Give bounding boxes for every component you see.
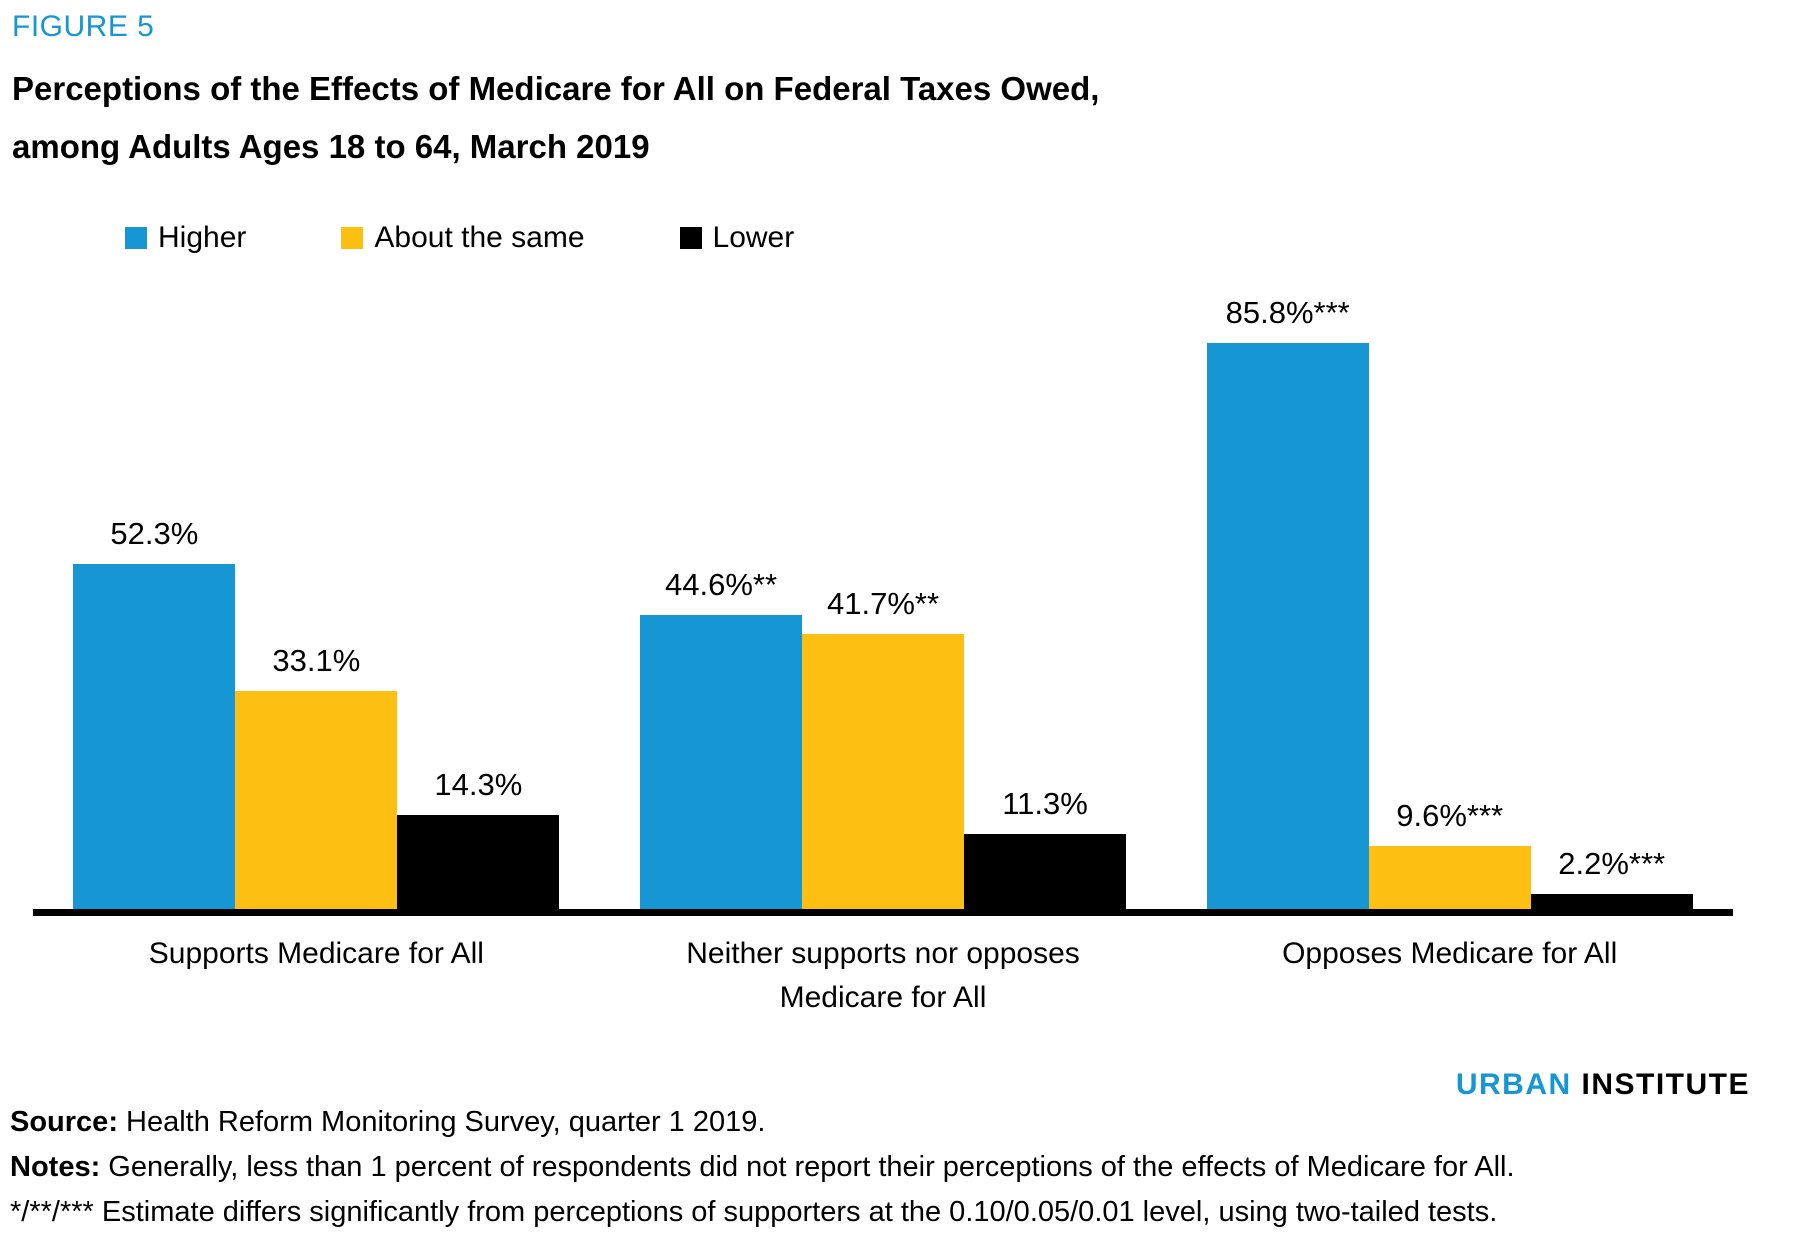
bar-lower-supports-medicare-for-all [397, 815, 560, 909]
logo-word-institute: INSTITUTE [1581, 1068, 1750, 1101]
source-line: Source: Health Reform Monitoring Survey,… [10, 1100, 1790, 1145]
legend-label: Higher [158, 221, 247, 254]
legend-label: Lower [712, 221, 795, 254]
bar-unit-higher-1: 44.6%** [640, 566, 802, 909]
urban-institute-logo: URBAN INSTITUTE [33, 1068, 1750, 1102]
notes-line: Notes: Generally, less than 1 percent of… [10, 1145, 1790, 1190]
bar-about-the-same-neither-supports-nor-opposes [802, 634, 964, 909]
chart-title-line2: among Adults Ages 18 to 64, March 2019 [12, 128, 650, 165]
bar-value-label: 2.2%*** [1558, 846, 1666, 881]
bar-value-label: 11.3% [1002, 786, 1088, 821]
legend-label: About the same [374, 221, 585, 254]
legend-item-lower: Lower [679, 220, 795, 256]
x-axis-labels: Supports Medicare for All Neither support… [33, 932, 1733, 1020]
bar-unit-lower-1: 11.3% [964, 785, 1126, 909]
source-text: Health Reform Monitoring Survey, quarter… [117, 1106, 766, 1138]
bar-unit-lower-2: 2.2%*** [1530, 845, 1693, 909]
legend-item-about-the-same: About the same [341, 220, 585, 256]
source-label: Source: [10, 1106, 118, 1138]
category-label-supports-medicare-for-all: Supports Medicare for All [148, 937, 484, 970]
bar-unit-about-the-same-1: 41.7%** [802, 585, 964, 909]
legend-item-higher: Higher [125, 220, 246, 256]
bar-unit-higher-0: 52.3% [73, 515, 236, 909]
bar-about-the-same-supports-medicare-for-all [235, 691, 398, 909]
bar-unit-about-the-same-2: 9.6%*** [1368, 797, 1531, 909]
bar-value-label: 52.3% [110, 516, 199, 551]
legend-swatch-higher [125, 227, 147, 249]
logo-word-urban: URBAN [1455, 1068, 1572, 1101]
bar-value-label: 33.1% [272, 643, 361, 678]
legend-swatch-lower [679, 227, 702, 249]
bar-group-opposes-medicare-for-all: 85.8%*** 9.6%*** 2.2%*** [1166, 260, 1733, 909]
bar-unit-higher-2: 85.8%*** [1206, 294, 1369, 909]
bar-value-label: 44.6%** [664, 567, 778, 602]
category-label-neither-supports-nor-opposes: Neither supports nor opposes Medicare fo… [686, 937, 1080, 1014]
notes-text: Generally, less than 1 percent of respon… [100, 1151, 1515, 1183]
bar-lower-neither-supports-nor-opposes [964, 834, 1126, 909]
bar-unit-about-the-same-0: 33.1% [235, 642, 398, 909]
chart-title: Perceptions of the Effects of Medicare f… [12, 60, 1800, 176]
plot-area: 52.3% 33.1% 14.3% 44.6%** 41.7%** 11.3% 85.8%*… [33, 260, 1733, 916]
bar-group-neither-supports-nor-opposes: 44.6%** 41.7%** 11.3% [600, 260, 1167, 909]
bar-value-label: 85.8%*** [1225, 295, 1350, 330]
bar-higher-neither-supports-nor-opposes [640, 615, 802, 909]
figure-number-label: FIGURE 5 [12, 10, 155, 43]
chart-title-line1: Perceptions of the Effects of Medicare f… [12, 70, 1100, 107]
significance-line: */**/*** Estimate differs significantly … [10, 1196, 1498, 1228]
bar-unit-lower-0: 14.3% [397, 766, 560, 909]
footer-notes: Source: Health Reform Monitoring Survey,… [10, 1100, 1790, 1235]
bar-value-label: 14.3% [434, 767, 523, 802]
figure-page: FIGURE 5 Perceptions of the Effects of M… [0, 10, 1800, 1228]
bar-group-supports-medicare-for-all: 52.3% 33.1% 14.3% [33, 260, 600, 909]
bar-about-the-same-opposes-medicare-for-all [1368, 846, 1531, 909]
category-label-opposes-medicare-for-all: Opposes Medicare for All [1282, 937, 1618, 970]
bar-higher-opposes-medicare-for-all [1206, 343, 1369, 909]
legend-swatch-about-the-same [341, 227, 364, 249]
bar-higher-supports-medicare-for-all [73, 564, 236, 909]
chart-legend: Higher About the same Lower [125, 220, 1800, 256]
bar-chart: 52.3% 33.1% 14.3% 44.6%** 41.7%** 11.3% 85.8%*… [0, 260, 1800, 1020]
bar-value-label: 9.6%*** [1396, 798, 1504, 833]
notes-label: Notes: [10, 1151, 101, 1183]
bar-value-label: 41.7%** [826, 586, 940, 621]
bar-lower-opposes-medicare-for-all [1530, 894, 1693, 909]
